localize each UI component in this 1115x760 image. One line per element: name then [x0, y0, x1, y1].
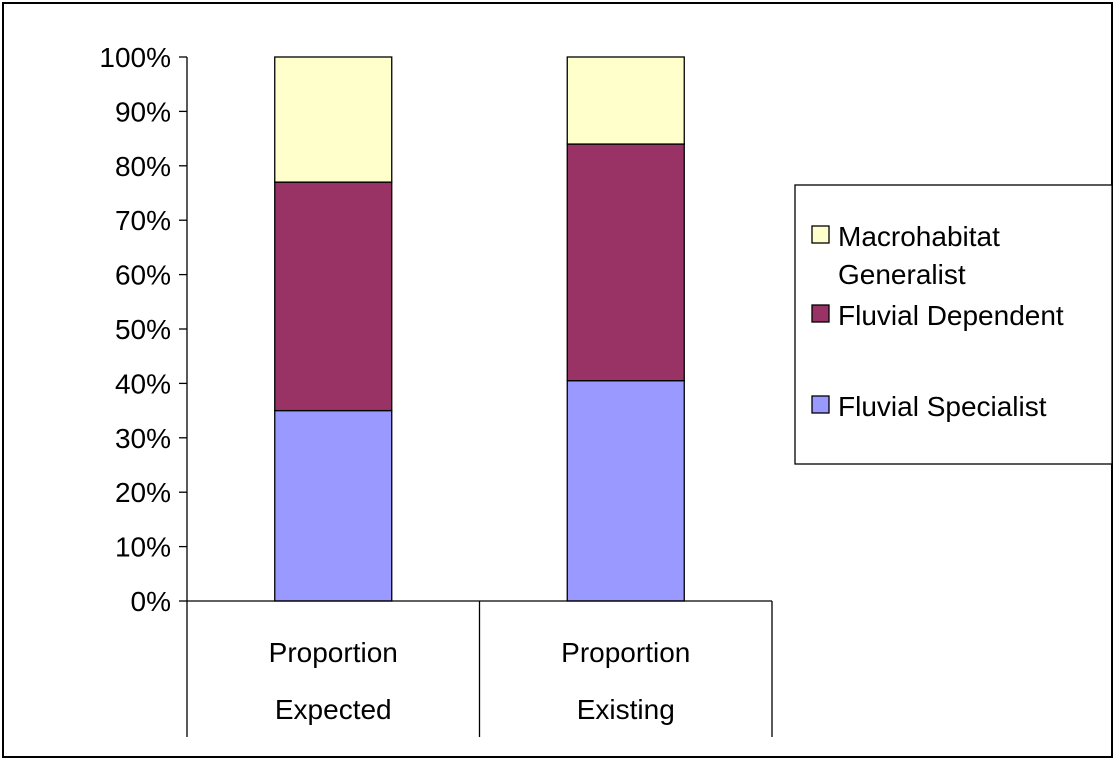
x-tick-label: Expected — [275, 694, 392, 725]
legend-swatch — [811, 304, 830, 323]
bar-segment-fluvial-specialist — [566, 380, 685, 602]
y-tick-label: 20% — [115, 477, 171, 508]
legend-label: Fluvial Specialist — [838, 391, 1047, 422]
bar-segment-fluvial-dependent — [274, 181, 393, 412]
legend-swatch — [811, 395, 830, 414]
bar-segment-macrohabitat-generalist — [566, 56, 685, 145]
y-tick-label: 0% — [131, 586, 171, 617]
y-tick-label: 40% — [115, 368, 171, 399]
y-tick-label: 100% — [99, 42, 171, 73]
y-axis: 0% 10% 20% 30% 40% 50% 60% 70% 80% 90% 100% — [99, 42, 188, 617]
y-tick-label: 90% — [115, 96, 171, 127]
legend-label: Macrohabitat — [838, 221, 1000, 252]
y-tick-label: 30% — [115, 423, 171, 454]
legend-label: Generalist — [838, 259, 966, 290]
legend: Macrohabitat Generalist Fluvial Dependent F… — [794, 184, 1113, 465]
y-tick-label: 80% — [115, 151, 171, 182]
bar-segment-fluvial-dependent — [566, 143, 685, 382]
plot-area — [274, 56, 685, 602]
x-tick-label: Proportion — [561, 637, 690, 668]
x-axis: Proportion Expected Proportion Existing — [186, 600, 773, 737]
legend-swatch — [811, 225, 830, 244]
y-tick-label: 60% — [115, 260, 171, 291]
y-tick-label: 10% — [115, 532, 171, 563]
legend-box — [794, 184, 1113, 465]
x-tick-label: Proportion — [269, 637, 398, 668]
y-tick-label: 70% — [115, 205, 171, 236]
bar-segment-macrohabitat-generalist — [274, 56, 393, 183]
x-tick-label: Existing — [577, 694, 675, 725]
bar-segment-fluvial-specialist — [274, 409, 393, 602]
y-tick-label: 50% — [115, 314, 171, 345]
legend-label: Fluvial Dependent — [838, 300, 1064, 331]
